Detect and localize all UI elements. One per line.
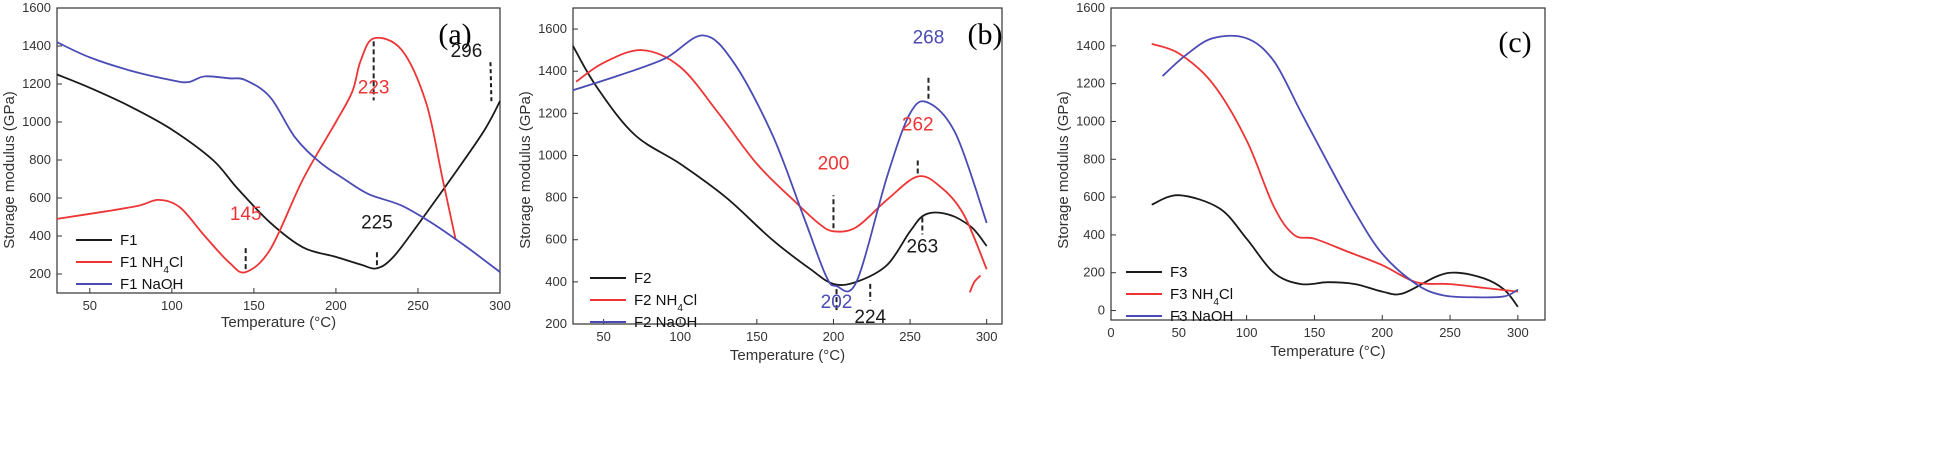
x-tick-label: 200 <box>325 298 347 313</box>
x-tick-label: 250 <box>1439 325 1461 340</box>
annotation-label: 296 <box>451 41 483 62</box>
x-tick-label: 250 <box>407 298 429 313</box>
annotation-label: 224 <box>854 307 886 328</box>
x-tick-label: 100 <box>1236 325 1258 340</box>
x-axis-label: Temperature (°C) <box>221 314 336 331</box>
chart-panel-3: 0 50 100 150 200 250 300 0 200 400 600 800 1000 1200 1… <box>1055 0 1546 360</box>
plot-frame <box>1110 7 1546 321</box>
x-tick-label: 300 <box>489 298 511 313</box>
chart-panel-2: 50 100 150 200 250 300 200 400 600 800 1000 1200 140… <box>517 7 1003 364</box>
y-tick-label: 400 <box>545 274 567 289</box>
y-tick-label: 1200 <box>22 76 51 91</box>
y-tick-label: 1600 <box>1076 0 1105 15</box>
annotation-marker <box>489 61 493 102</box>
y-tick-label: 800 <box>29 152 51 167</box>
y-tick-label: 1600 <box>538 21 567 36</box>
x-tick-label: 100 <box>161 298 183 313</box>
x-tick-label: 50 <box>1172 325 1186 340</box>
x-tick-label: 150 <box>243 298 265 313</box>
y-tick-label: 600 <box>1083 189 1105 204</box>
legend-label: F1 <box>120 232 138 249</box>
legend-label: F3 NaOH <box>1170 308 1233 325</box>
x-tick-label: 50 <box>596 329 610 344</box>
y-tick-label: 1400 <box>22 38 51 53</box>
y-tick-label: 1200 <box>538 105 567 120</box>
series-line-f2-nh4cl <box>575 49 988 270</box>
legend-label: F2 <box>634 270 652 287</box>
y-tick-label: 1600 <box>22 0 51 15</box>
plot-frame <box>56 7 501 294</box>
annotation-label: 262 <box>902 115 934 136</box>
y-axis-label: Storage modulus (GPa) <box>1055 91 1072 249</box>
x-axis-label: Temperature (°C) <box>730 347 845 364</box>
legend-label: F2 NH4Cl <box>634 292 697 314</box>
chart-panel-1: 50 100 150 200 250 300 200 400 600 800 1000 1200 140… <box>1 0 511 331</box>
legend-label: F1 NaOH <box>120 276 183 293</box>
legend-label: F3 NH4Cl <box>1170 286 1233 308</box>
x-tick-label: 200 <box>1371 325 1393 340</box>
x-tick-label: 300 <box>1507 325 1529 340</box>
y-tick-label: 400 <box>29 228 51 243</box>
annotation-label: 202 <box>821 292 853 313</box>
x-tick-label: 100 <box>669 329 691 344</box>
y-tick-label: 600 <box>29 190 51 205</box>
y-tick-label: 1400 <box>1076 38 1105 53</box>
series-line-f3-naoh <box>1161 34 1519 299</box>
x-tick-label: 300 <box>976 329 998 344</box>
series-line-f3-nh4cl <box>1151 43 1518 293</box>
y-tick-label: 0 <box>1098 303 1105 318</box>
series-line-f2-naoh <box>572 34 988 293</box>
series-fragment <box>968 274 982 293</box>
series-line-f3 <box>1151 194 1519 308</box>
legend-label: F2 NaOH <box>634 314 697 331</box>
y-tick-label: 400 <box>1083 227 1105 242</box>
x-tick-label: 0 <box>1107 325 1114 340</box>
annotation-label: 225 <box>361 212 393 233</box>
panel-label: (a) <box>438 18 471 51</box>
y-tick-label: 1000 <box>22 114 51 129</box>
y-tick-label: 200 <box>1083 265 1105 280</box>
x-tick-label: 200 <box>823 329 845 344</box>
y-tick-label: 200 <box>29 266 51 281</box>
x-tick-label: 50 <box>83 298 97 313</box>
y-tick-label: 200 <box>545 316 567 331</box>
y-tick-label: 800 <box>545 190 567 205</box>
legend-label: F3 <box>1170 264 1188 281</box>
x-axis-label: Temperature (°C) <box>1270 343 1385 360</box>
legend-label: F1 NH4Cl <box>120 254 183 276</box>
x-tick-label: 150 <box>746 329 768 344</box>
panel-label: (b) <box>968 18 1003 51</box>
y-tick-label: 600 <box>545 232 567 247</box>
series-line-f1-nh4cl <box>56 36 457 274</box>
annotation-label: 145 <box>230 204 262 225</box>
y-tick-label: 800 <box>1083 151 1105 166</box>
panel-label: (c) <box>1498 26 1531 59</box>
series-line-f1 <box>56 73 501 270</box>
plot-frame <box>572 7 1003 325</box>
y-axis-label: Storage modulus (GPa) <box>1 91 18 249</box>
y-tick-label: 1400 <box>538 63 567 78</box>
series-line-f1-naoh <box>56 41 501 273</box>
x-tick-label: 250 <box>899 329 921 344</box>
series-line-f2 <box>572 45 988 286</box>
annotation-label: 263 <box>906 236 938 257</box>
annotation-label: 268 <box>913 28 945 49</box>
y-axis-label: Storage modulus (GPa) <box>517 91 534 249</box>
y-tick-label: 1000 <box>538 147 567 162</box>
annotation-label: 200 <box>818 153 850 174</box>
y-tick-label: 1200 <box>1076 76 1105 91</box>
annotation-label: 223 <box>358 77 390 98</box>
x-tick-label: 150 <box>1304 325 1326 340</box>
y-tick-label: 1000 <box>1076 113 1105 128</box>
